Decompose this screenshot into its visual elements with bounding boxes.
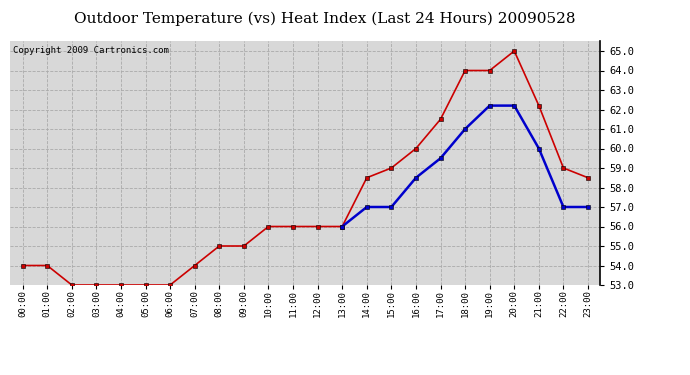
Text: Outdoor Temperature (vs) Heat Index (Last 24 Hours) 20090528: Outdoor Temperature (vs) Heat Index (Las…: [74, 11, 575, 26]
Text: Copyright 2009 Cartronics.com: Copyright 2009 Cartronics.com: [13, 46, 169, 55]
